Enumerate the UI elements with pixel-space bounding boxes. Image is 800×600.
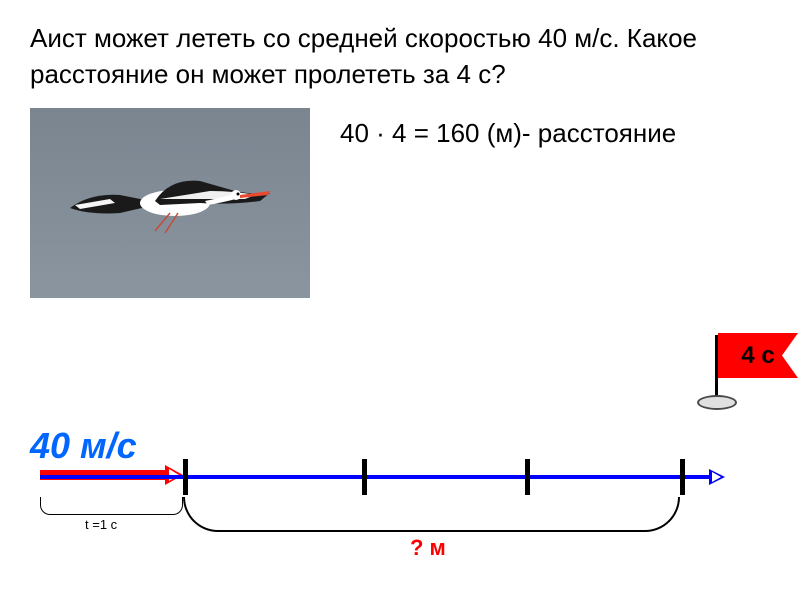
tick-2 xyxy=(362,459,367,495)
flag-pole xyxy=(715,335,718,400)
problem-text: Аист может лететь со средней скоростью 4… xyxy=(30,20,770,93)
flag-banner: 4 с xyxy=(718,333,798,378)
time-bracket xyxy=(40,497,183,515)
flag-base xyxy=(697,395,737,410)
tick-1 xyxy=(183,459,188,495)
content-row: 40 · 4 = 160 (м)- расстояние xyxy=(30,108,770,298)
time-label: t =1 с xyxy=(85,517,117,532)
distance-bracket xyxy=(183,497,680,532)
distance-label: ? м xyxy=(410,535,446,561)
speed-label: 40 м/с xyxy=(30,425,137,467)
solution-equation: 40 · 4 = 160 (м)- расстояние xyxy=(340,108,676,149)
tick-3 xyxy=(525,459,530,495)
stork-image xyxy=(30,108,310,298)
flag-label: 4 с xyxy=(741,342,774,370)
diagram: 4 с 40 м/с t =1 с ? м xyxy=(30,340,770,540)
axis-line xyxy=(40,475,710,479)
tick-4 xyxy=(680,459,685,495)
stork-svg xyxy=(60,153,280,253)
